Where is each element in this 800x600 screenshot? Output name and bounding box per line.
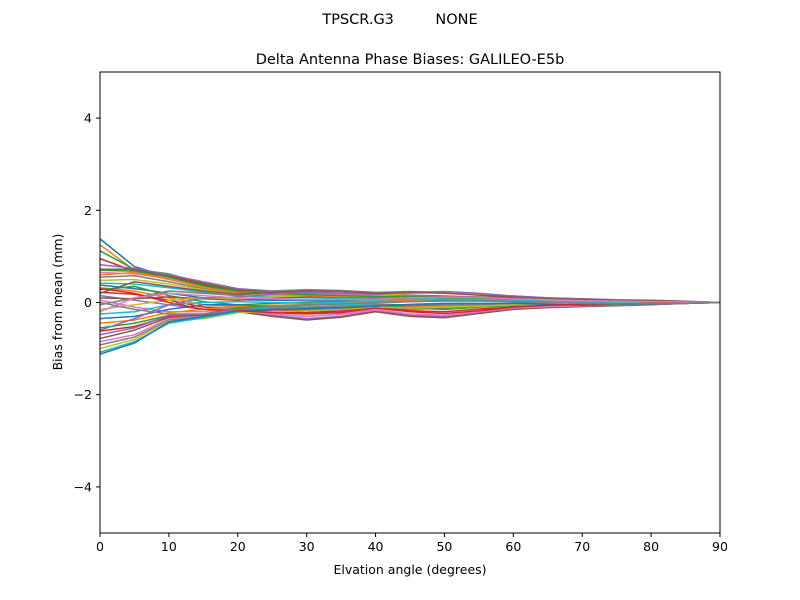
- chart-suptitle: TPSCR.G3 NONE: [321, 12, 477, 28]
- x-axis: 0 10 20 30 40 50 60 70 80 90: [96, 533, 728, 554]
- y-tick-label: 0: [84, 295, 92, 310]
- series-line-38: [100, 300, 720, 315]
- x-tick-label: 60: [505, 539, 521, 554]
- x-tick-label: 80: [643, 539, 659, 554]
- series-line-36: [100, 281, 720, 304]
- x-tick-label: 50: [436, 539, 452, 554]
- series-line-37: [100, 292, 720, 313]
- y-tick-label: −2: [74, 387, 92, 402]
- y-tick-label: 2: [84, 203, 92, 218]
- x-tick-label: 0: [96, 539, 104, 554]
- y-axis-label: Bias from mean (mm): [50, 234, 65, 371]
- x-tick-label: 40: [368, 539, 384, 554]
- x-axis-label: Elvation angle (degrees): [333, 562, 486, 577]
- x-tick-label: 30: [299, 539, 315, 554]
- series-line-31: [100, 301, 720, 355]
- y-axis: −4 −2 0 2 4: [74, 111, 100, 494]
- x-tick-label: 90: [712, 539, 728, 554]
- x-tick-label: 20: [230, 539, 246, 554]
- chart-title: Delta Antenna Phase Biases: GALILEO-E5b: [256, 52, 565, 68]
- y-tick-label: 4: [84, 111, 92, 126]
- series-layer: [100, 238, 720, 355]
- y-tick-label: −4: [74, 479, 92, 494]
- x-tick-label: 10: [161, 539, 177, 554]
- x-tick-label: 70: [574, 539, 590, 554]
